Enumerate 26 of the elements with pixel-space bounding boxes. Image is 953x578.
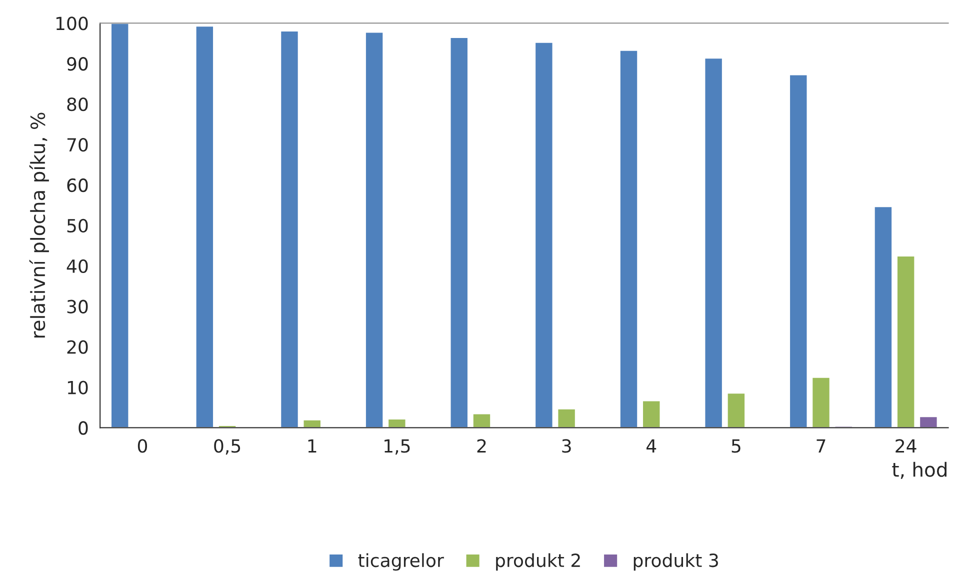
- x-tick-label: 0: [138, 439, 148, 453]
- y-tick-label: 70: [67, 138, 88, 152]
- y-tick-label: 10: [68, 380, 88, 394]
- y-tick-label: 20: [67, 340, 88, 354]
- legend-label: produkt 2: [496, 553, 580, 571]
- x-axis-title: t, hod: [892, 462, 946, 479]
- legend-label: produkt 3: [634, 553, 718, 571]
- x-tick-label: 4: [646, 439, 656, 453]
- y-tick-label: 40: [66, 259, 88, 273]
- y-tick-label: 0: [78, 421, 88, 435]
- x-tick-label: 24: [896, 439, 916, 453]
- x-tick-label: 5: [732, 439, 740, 453]
- x-tick-label: 7: [816, 439, 826, 453]
- y-tick-label: 30: [67, 300, 88, 314]
- x-tick-label: 3: [562, 439, 571, 453]
- x-tick-label: 0,5: [214, 439, 240, 455]
- y-tick-label: 80: [67, 98, 88, 112]
- legend-label: ticagrelor: [358, 553, 444, 571]
- y-axis-title: relativní plocha píku, %: [29, 112, 49, 338]
- x-tick-label: 1,5: [384, 439, 410, 455]
- x-tick-label: 1: [308, 439, 316, 453]
- y-tick-label: 90: [67, 57, 88, 71]
- y-tick-label: 60: [67, 178, 88, 192]
- y-tick-label: 50: [67, 218, 88, 233]
- x-tick-label: 2: [477, 439, 486, 453]
- y-tick-label: 100: [56, 16, 88, 30]
